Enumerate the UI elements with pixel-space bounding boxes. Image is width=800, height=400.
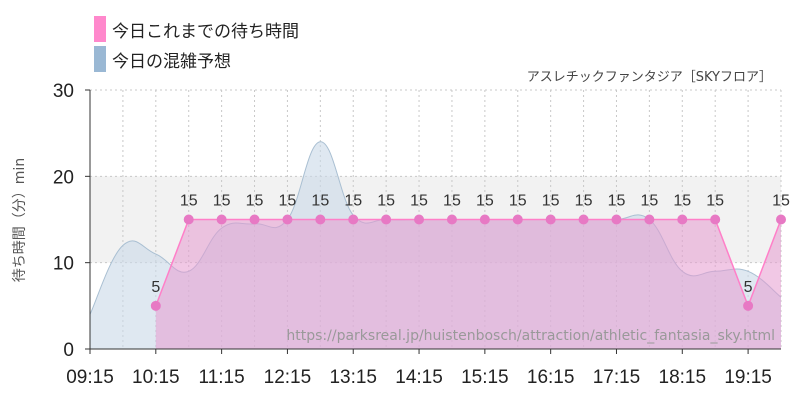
actual-line	[155, 218, 782, 308]
actual-point	[381, 214, 392, 225]
legend-swatch-forecast	[94, 46, 106, 72]
data-label: 15	[443, 193, 461, 210]
x-tick-label: 09:15	[66, 367, 114, 388]
legend-item-actual: 今日これまでの待ち時間	[94, 14, 299, 44]
actual-point	[315, 214, 326, 225]
data-label: 15	[476, 193, 494, 210]
data-label: 15	[311, 193, 329, 210]
data-label: 15	[410, 193, 428, 210]
legend-label-forecast: 今日の混雑予想	[112, 51, 231, 72]
data-label: 15	[608, 193, 626, 210]
actual-point	[743, 300, 754, 311]
actual-point	[446, 214, 457, 225]
data-label: 15	[279, 193, 297, 210]
data-label: 15	[377, 193, 395, 210]
actual-point	[677, 214, 688, 225]
actual-point	[644, 214, 655, 225]
data-label: 15	[575, 193, 593, 210]
actual-point	[512, 214, 523, 225]
data-label: 15	[246, 193, 264, 210]
y-axis-title: 待ち時間（分）min	[12, 158, 28, 282]
x-tick-label: 16:15	[527, 367, 575, 388]
actual-point	[578, 214, 589, 225]
x-tick-label: 12:15	[264, 367, 312, 388]
actual-point	[479, 214, 490, 225]
x-tick-label: 19:15	[724, 367, 772, 388]
actual-point	[183, 214, 194, 225]
data-label: 15	[542, 193, 560, 210]
x-tick-label: 14:15	[395, 367, 443, 388]
x-tick-label: 15:15	[461, 367, 509, 388]
data-label: 15	[509, 193, 527, 210]
data-label: 5	[151, 279, 160, 296]
x-tick-label: 10:15	[132, 367, 180, 388]
y-tick-label: 0	[63, 340, 74, 361]
actual-point	[414, 214, 425, 225]
x-tick-label: 13:15	[329, 367, 377, 388]
legend: 今日これまでの待ち時間 今日の混雑予想	[94, 14, 299, 74]
watermark-url: https://parksreal.jp/huistenbosch/attrac…	[286, 328, 775, 344]
y-tick-label: 20	[53, 167, 74, 188]
x-tick-label: 17:15	[593, 367, 641, 388]
actual-point	[282, 214, 293, 225]
data-label: 15	[706, 193, 724, 210]
actual-point	[249, 214, 260, 225]
data-label: 15	[344, 193, 362, 210]
actual-point	[216, 214, 227, 225]
actual-point	[545, 214, 556, 225]
actual-point	[611, 214, 622, 225]
y-tick-label: 30	[53, 81, 74, 102]
data-label: 15	[180, 193, 198, 210]
data-label: 15	[772, 193, 790, 210]
data-label: 5	[744, 279, 753, 296]
x-tick-label: 11:15	[199, 367, 245, 388]
actual-point	[776, 214, 786, 225]
legend-swatch-actual	[94, 16, 106, 42]
x-tick-label: 18:15	[659, 367, 707, 388]
actual-point	[150, 300, 161, 311]
data-label: 15	[640, 193, 658, 210]
actual-point	[348, 214, 359, 225]
chart-subtitle: アスレチックファンタジア［SKYフロア］	[526, 70, 772, 85]
data-label: 15	[213, 193, 231, 210]
actual-point	[710, 214, 721, 225]
data-label: 15	[673, 193, 691, 210]
legend-item-forecast: 今日の混雑予想	[94, 44, 299, 74]
actual-area	[155, 219, 782, 349]
legend-label-actual: 今日これまでの待ち時間	[112, 21, 299, 42]
y-tick-label: 10	[53, 254, 74, 275]
